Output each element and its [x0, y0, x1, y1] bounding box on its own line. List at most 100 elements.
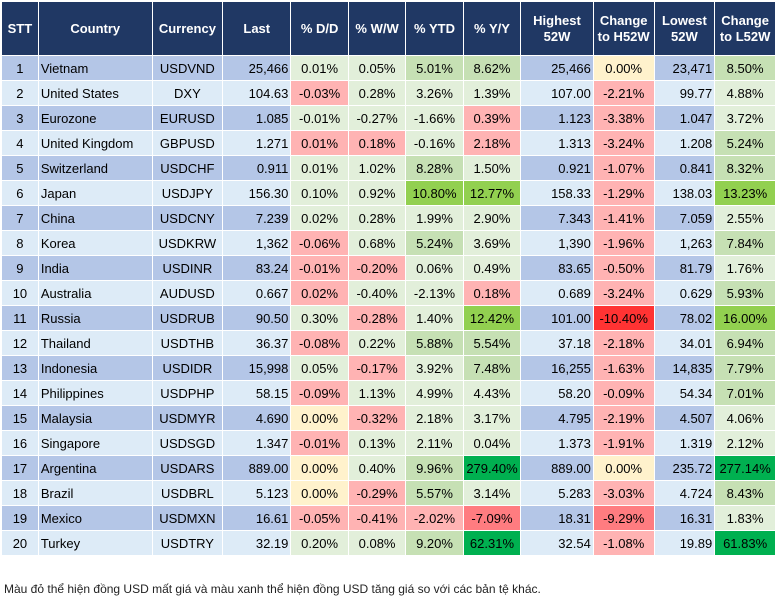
cell-highest-52w: 158.33	[520, 180, 594, 206]
table-row: 2 United States DXY 104.63 -0.03% 0.28% 3.26% 1…	[1, 80, 776, 106]
cell-pct-dd: -0.05%	[290, 505, 349, 531]
cell-pct-ww: 0.13%	[347, 430, 407, 456]
cell-stt: 10	[1, 280, 39, 306]
cell-pct-ww: -0.32%	[347, 405, 407, 431]
cell-lowest-52w: 14,835	[653, 355, 716, 381]
cell-highest-52w: 0.689	[520, 280, 594, 306]
cell-last: 15,998	[222, 355, 292, 381]
footer-note: Màu đỏ thể hiện đồng USD mất giá và màu …	[4, 582, 541, 596]
cell-last: 32.19	[222, 530, 292, 556]
cell-pct-dd: 0.01%	[290, 130, 349, 156]
cell-country: Philippines	[37, 380, 153, 406]
cell-pct-yy: 279.40%	[462, 455, 522, 481]
cell-pct-yy: 1.50%	[462, 155, 522, 181]
cell-stt: 17	[1, 455, 39, 481]
cell-last: 16.61	[222, 505, 292, 531]
cell-pct-ytd: 3.26%	[405, 80, 464, 106]
cell-currency: USDCNY	[151, 205, 224, 231]
cell-pct-ww: -0.20%	[347, 255, 407, 281]
cell-stt: 6	[1, 180, 39, 206]
cell-pct-dd: 0.10%	[290, 180, 349, 206]
cell-pct-dd: 0.00%	[290, 405, 349, 431]
cell-country: Turkey	[37, 530, 153, 556]
cell-pct-dd: -0.08%	[290, 330, 349, 356]
header-currency: Currency	[151, 1, 224, 56]
cell-last: 156.30	[222, 180, 292, 206]
cell-currency: AUDUSD	[151, 280, 224, 306]
cell-lowest-52w: 1.208	[653, 130, 716, 156]
cell-pct-ww: 0.08%	[347, 530, 407, 556]
cell-currency: USDSGD	[151, 430, 224, 456]
cell-last: 104.63	[222, 80, 292, 106]
cell-change-to-l52w: 5.93%	[714, 280, 776, 306]
cell-change-to-l52w: 277.14%	[714, 455, 776, 481]
cell-change-to-l52w: 61.83%	[714, 530, 776, 556]
cell-change-to-h52w: -9.29%	[592, 505, 655, 531]
cell-pct-ww: 0.68%	[347, 230, 407, 256]
table-row: 17 Argentina USDARS 889.00 0.00% 0.40% 9.96% 27…	[1, 455, 776, 481]
cell-pct-ytd: 5.88%	[405, 330, 464, 356]
cell-last: 5.123	[222, 480, 292, 506]
header-pct-ww: % W/W	[347, 1, 407, 56]
cell-currency: USDRUB	[151, 305, 224, 331]
cell-pct-dd: -0.03%	[290, 80, 349, 106]
cell-pct-ww: -0.29%	[347, 480, 407, 506]
table-row: 19 Mexico USDMXN 16.61 -0.05% -0.41% -2.02% -7.…	[1, 505, 776, 531]
cell-change-to-h52w: -1.29%	[592, 180, 655, 206]
cell-pct-dd: -0.09%	[290, 380, 349, 406]
table-row: 11 Russia USDRUB 90.50 0.30% -0.28% 1.40% 12.42…	[1, 305, 776, 331]
cell-lowest-52w: 81.79	[653, 255, 716, 281]
cell-change-to-l52w: 4.88%	[714, 80, 776, 106]
cell-change-to-l52w: 2.12%	[714, 430, 776, 456]
cell-pct-ytd: 5.01%	[405, 55, 464, 81]
cell-last: 0.911	[222, 155, 292, 181]
header-highest-52w: Highest 52W	[520, 1, 594, 56]
cell-lowest-52w: 138.03	[653, 180, 716, 206]
cell-currency: USDBRL	[151, 480, 224, 506]
table-row: 4 United Kingdom GBPUSD 1.271 0.01% 0.18% -0.1…	[1, 130, 776, 156]
cell-stt: 3	[1, 105, 39, 131]
cell-change-to-h52w: -1.91%	[592, 430, 655, 456]
cell-country: Argentina	[37, 455, 153, 481]
cell-pct-dd: -0.01%	[290, 430, 349, 456]
cell-stt: 9	[1, 255, 39, 281]
cell-last: 90.50	[222, 305, 292, 331]
cell-pct-ytd: 8.28%	[405, 155, 464, 181]
cell-highest-52w: 101.00	[520, 305, 594, 331]
cell-pct-dd: -0.01%	[290, 105, 349, 131]
cell-pct-yy: 2.90%	[462, 205, 522, 231]
cell-last: 83.24	[222, 255, 292, 281]
cell-change-to-l52w: 7.84%	[714, 230, 776, 256]
cell-pct-dd: -0.06%	[290, 230, 349, 256]
cell-currency: USDTHB	[151, 330, 224, 356]
cell-pct-yy: 2.18%	[462, 130, 522, 156]
cell-country: China	[37, 205, 153, 231]
header-pct-dd: % D/D	[290, 1, 349, 56]
table-row: 15 Malaysia USDMYR 4.690 0.00% -0.32% 2.18% 3.1…	[1, 405, 776, 431]
cell-pct-dd: 0.01%	[290, 55, 349, 81]
cell-highest-52w: 18.31	[520, 505, 594, 531]
cell-currency: USDMYR	[151, 405, 224, 431]
cell-pct-yy: 1.39%	[462, 80, 522, 106]
cell-currency: USDCHF	[151, 155, 224, 181]
table-row: 8 Korea USDKRW 1,362 -0.06% 0.68% 5.24% 3.69% 1,…	[1, 230, 776, 256]
cell-pct-ytd: 5.24%	[405, 230, 464, 256]
cell-change-to-l52w: 6.94%	[714, 330, 776, 356]
cell-last: 1,362	[222, 230, 292, 256]
cell-change-to-h52w: -1.41%	[592, 205, 655, 231]
cell-country: Japan	[37, 180, 153, 206]
cell-change-to-l52w: 5.24%	[714, 130, 776, 156]
cell-last: 1.347	[222, 430, 292, 456]
cell-last: 0.667	[222, 280, 292, 306]
table-row: 13 Indonesia USDIDR 15,998 0.05% -0.17% 3.92% 7…	[1, 355, 776, 381]
cell-pct-dd: 0.00%	[290, 480, 349, 506]
cell-lowest-52w: 99.77	[653, 80, 716, 106]
cell-lowest-52w: 235.72	[653, 455, 716, 481]
cell-change-to-h52w: -10.40%	[592, 305, 655, 331]
cell-change-to-h52w: -3.24%	[592, 280, 655, 306]
cell-pct-ytd: 9.20%	[405, 530, 464, 556]
cell-last: 25,466	[222, 55, 292, 81]
table-row: 7 China USDCNY 7.239 0.02% 0.28% 1.99% 2.90% 7.3…	[1, 205, 776, 231]
cell-pct-ww: -0.28%	[347, 305, 407, 331]
